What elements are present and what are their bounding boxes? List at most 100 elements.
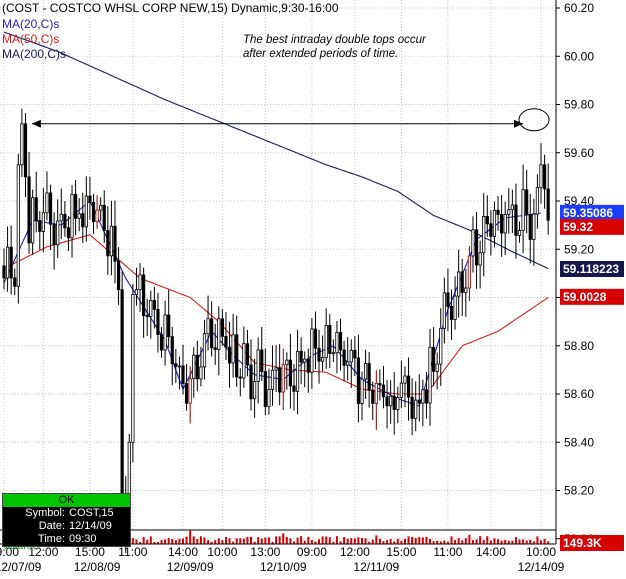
candle-body [206, 318, 210, 335]
volume-bar [421, 537, 424, 544]
candle-body [66, 227, 71, 239]
candle-body [2, 265, 6, 279]
candle-body [378, 382, 382, 386]
volume-bar [532, 541, 535, 544]
candle-body [288, 359, 293, 387]
volume-bar [429, 539, 432, 544]
candle-body [81, 213, 85, 228]
x-tick-label: 09:00 [297, 545, 327, 559]
candle-body [235, 334, 239, 378]
candle-body [52, 223, 56, 246]
badge-last-text: 59.32 [563, 220, 593, 234]
candle-body [510, 204, 514, 211]
candle-body [331, 352, 335, 355]
volume-bar [275, 536, 278, 544]
candle-body [421, 389, 425, 404]
candle-body [489, 223, 493, 237]
candle-body [274, 367, 278, 371]
volume-bar [375, 535, 378, 544]
volume-bar [250, 536, 253, 544]
candle-body [88, 195, 92, 203]
volume-bar [314, 541, 317, 544]
volume-bar [439, 541, 442, 544]
volume-bar [171, 539, 174, 544]
candle-body [31, 197, 35, 244]
candle-body [514, 204, 518, 236]
volume-bar [511, 540, 514, 544]
candle-body [360, 378, 364, 404]
candle-body [245, 343, 250, 366]
candle-body [410, 396, 414, 419]
volume-bar [210, 541, 213, 544]
candle-body [385, 396, 389, 407]
y-tick-label: 58.40 [564, 435, 594, 449]
candle-body [371, 389, 375, 404]
candle-body [167, 314, 171, 338]
volume-bar [178, 538, 181, 544]
x-date-label: 12/10/09 [260, 560, 307, 574]
volume-bar [207, 540, 210, 544]
volume-bar [167, 538, 170, 544]
volume-bar [318, 539, 321, 544]
candle-body [163, 314, 167, 351]
chart-title: (COST - COSTCO WHSL CORP NEW,15) Dynamic… [2, 1, 339, 15]
candle-body [99, 204, 103, 211]
volume-bar [368, 541, 371, 544]
candle-body [507, 209, 511, 215]
candle-body [102, 204, 106, 231]
volume-bar [504, 539, 507, 544]
info-row-date: Date: 12/14/09 [3, 520, 130, 533]
volume-bar [182, 538, 184, 544]
candle-body [546, 188, 550, 221]
volume-bar [271, 541, 274, 544]
candle-body [399, 382, 403, 398]
volume-bar [149, 536, 152, 544]
volume-bar [325, 536, 328, 544]
x-tick-label: 11:00 [433, 545, 462, 559]
volume-bar [482, 539, 485, 544]
candle-body [346, 361, 350, 366]
candle-body [521, 189, 525, 231]
candle-body [328, 325, 332, 355]
candle-body [202, 333, 207, 368]
volume-bar [339, 541, 342, 544]
candle-body [181, 365, 185, 384]
candle-body [256, 349, 260, 382]
volume-bar [454, 540, 457, 544]
x-tick-label: 12:00 [340, 545, 370, 559]
volume-bar [518, 539, 521, 544]
volume-bar [475, 539, 478, 544]
info-status-ok[interactable]: OK [3, 494, 130, 507]
volume-bar [267, 537, 270, 544]
volume-bar [160, 539, 163, 544]
candle-body [134, 289, 139, 295]
volume-bar [446, 541, 449, 544]
candle-body [299, 350, 303, 363]
volume-bar [468, 534, 471, 544]
volume-bar [514, 537, 517, 544]
volume-bar [411, 536, 414, 544]
volume-bar [425, 537, 428, 544]
volume-bar [264, 537, 267, 544]
candle-body [500, 214, 504, 234]
arrow-head-left [31, 119, 41, 128]
candle-body [313, 328, 318, 349]
candle-body [267, 389, 271, 408]
volume-bar [547, 541, 550, 544]
candle-body [199, 366, 203, 380]
candle-body [95, 209, 99, 223]
candle-body [439, 327, 443, 365]
volume-bar [432, 541, 435, 544]
candle-body [106, 230, 110, 257]
y-tick-label: 59.20 [564, 242, 594, 256]
candle-body [116, 260, 121, 291]
candle-body [278, 367, 282, 393]
volume-bar [146, 539, 149, 544]
candle-body [542, 164, 547, 190]
volume-bar [185, 536, 188, 544]
candle-body [13, 277, 17, 287]
candle-body [535, 187, 540, 215]
badge-ma50-bg [560, 288, 624, 305]
candle-body [285, 359, 289, 366]
